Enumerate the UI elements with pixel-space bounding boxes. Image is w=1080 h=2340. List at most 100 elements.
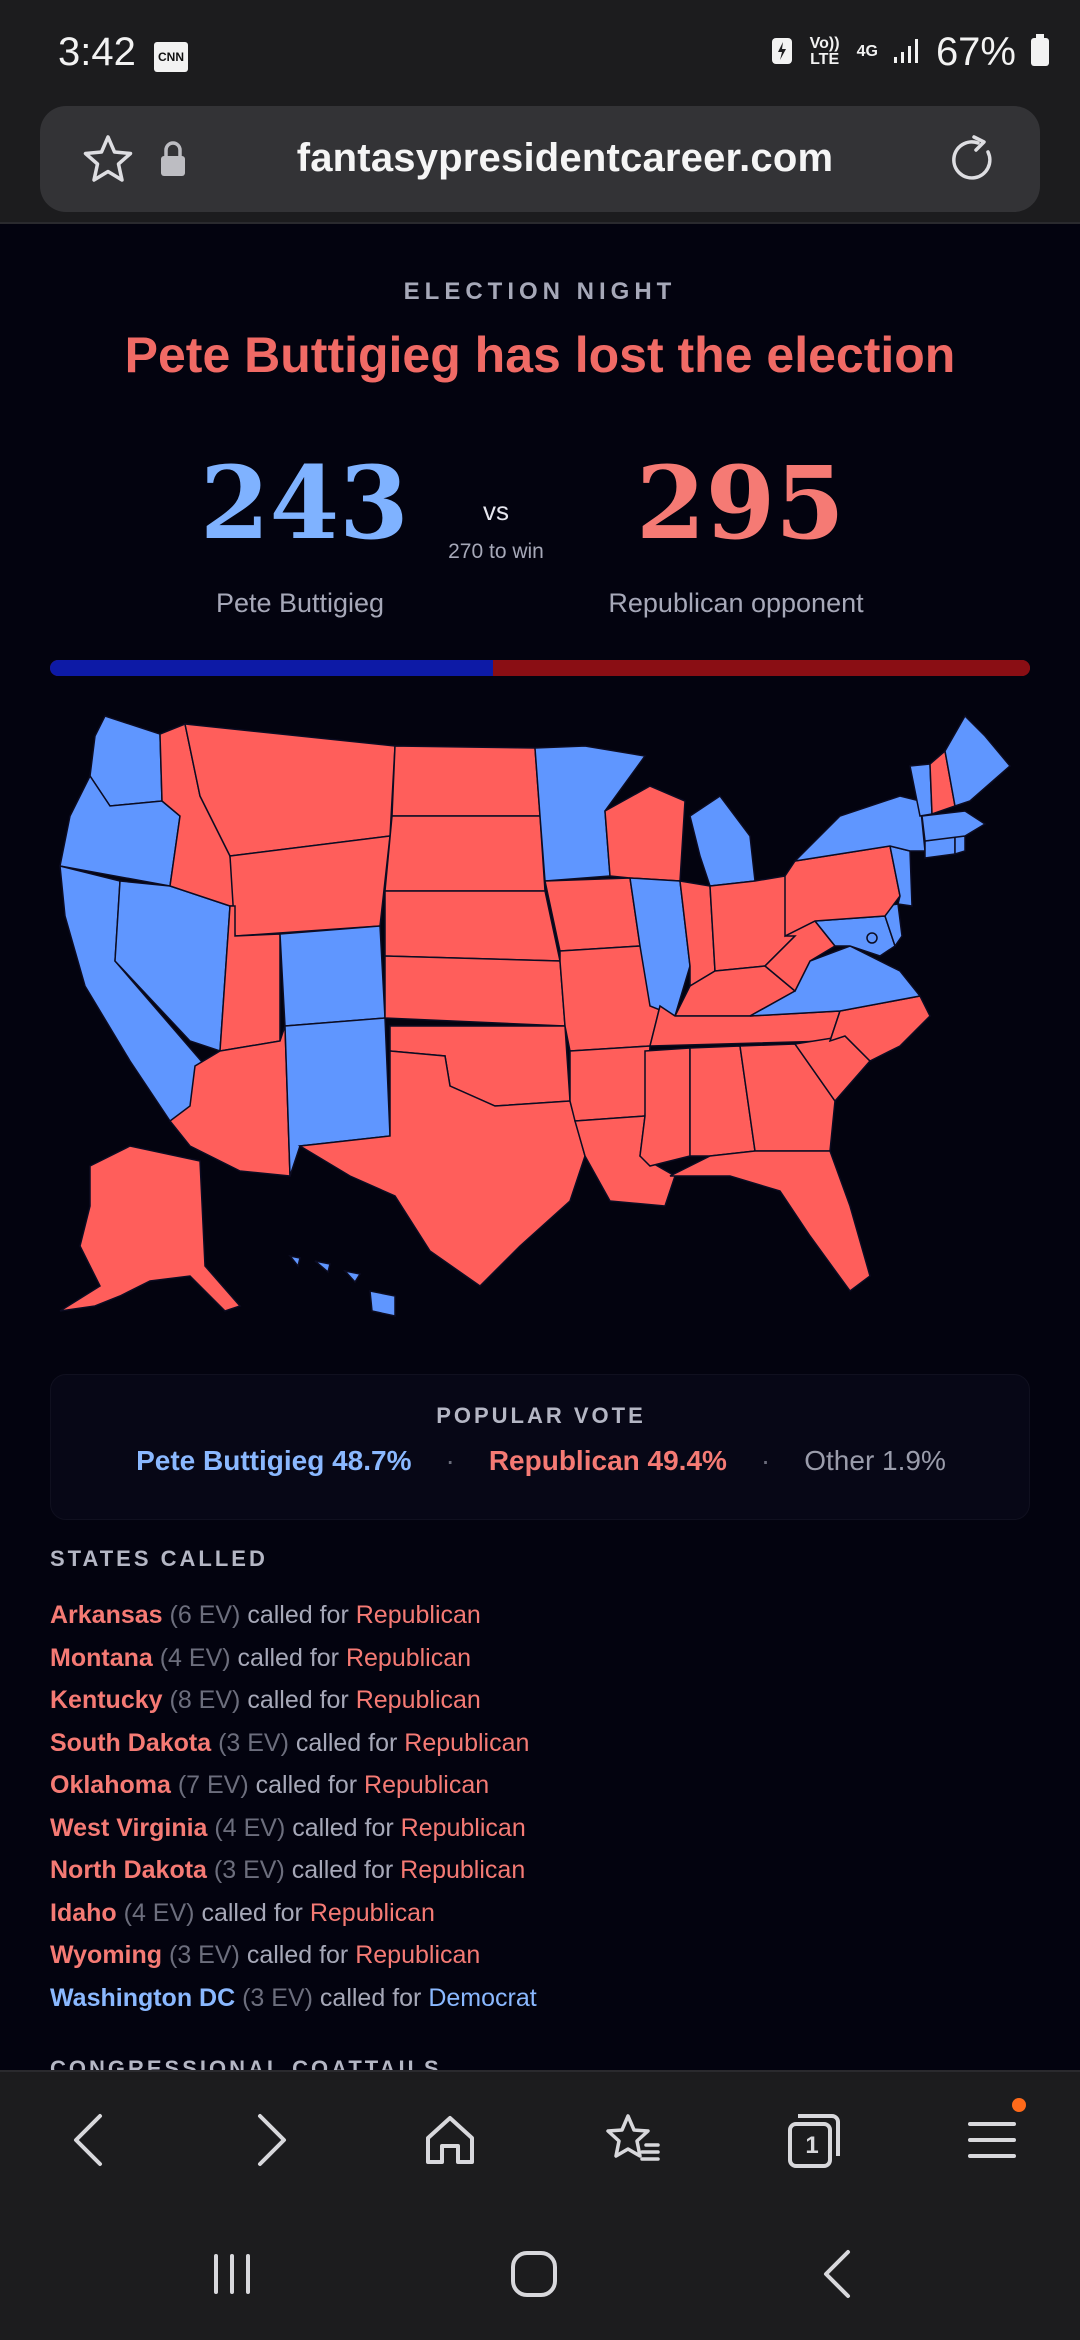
home-nav-button[interactable] [504,2246,564,2306]
state-ev: (8 EV) [169,1686,241,1714]
state-sd [384,815,546,892]
called-for-text: called for [319,1983,422,2012]
volte-label: Vo)) LTE [809,35,840,68]
bookmarks-icon [602,2112,662,2173]
state-ri [954,835,966,856]
winner-party: Republican [400,1856,526,1884]
reload-icon[interactable] [944,132,1000,193]
battery-saver-icon [771,35,793,70]
to-win-label: 270 to win [448,540,544,563]
result-headline: Pete Buttigieg has lost the election [124,327,956,383]
state-name: Wyoming [50,1941,163,1969]
popular-vote-other: Other 1.9% [804,1445,946,1476]
state-ev: (6 EV) [169,1601,241,1629]
state-name: South Dakota [50,1728,212,1757]
state-name: Arkansas [50,1601,163,1629]
winner-party: Republican [355,1686,481,1714]
winner-party: Republican [355,1941,481,1969]
state-ia [544,877,641,952]
called-for-text: called for [237,1643,339,1672]
popular-vote-title: POPULAR VOTE [436,1403,646,1428]
congressional-coattails-title: CONGRESSIONAL COATTAILS [50,2056,442,2070]
signal-icon [892,35,922,70]
state-nd [391,745,541,817]
list-item: West Virginia (4 EV) called for Republic… [50,1807,1030,1850]
list-item: Montana (4 EV) called for Republican [50,1637,1030,1680]
address-bar[interactable]: fantasypresidentcareer.com [40,106,1040,212]
notification-dot [1012,2098,1026,2112]
system-back-button[interactable] [808,2246,868,2306]
menu-button[interactable] [956,2098,1028,2178]
state-ev: (3 EV) [242,1983,313,2012]
home-button[interactable] [414,2106,486,2178]
states-called-title: STATES CALLED [50,1546,268,1571]
state-co [279,925,386,1027]
system-navigation-bar [0,2202,1080,2340]
called-for-text: called for [295,1728,398,1757]
called-for-text: called for [292,1813,394,1842]
winner-party: Republican [364,1771,490,1799]
battery-icon [1030,33,1050,72]
called-for-text: called for [291,1856,394,1884]
state-name: Oklahoma [50,1771,171,1799]
browser-toolbar: fantasypresidentcareer.com [0,100,1080,224]
state-wi [604,785,686,882]
url-text[interactable]: fantasypresidentcareer.com [296,136,834,180]
state-ev: (7 EV) [177,1771,249,1799]
state-name: West Virginia [50,1813,208,1842]
list-item: South Dakota (3 EV) called for Republica… [50,1722,1030,1765]
recents-button[interactable] [202,2246,262,2306]
page-content[interactable]: ELECTION NIGHT Pete Buttigieg has lost t… [0,226,1080,2070]
chevron-left-icon [68,2110,108,2175]
tabs-button[interactable]: 1 [776,2106,848,2178]
tabs-icon [782,2110,842,2175]
winner-party: Republican [404,1728,530,1757]
state-ar [569,1045,651,1122]
state-name: Idaho [50,1898,117,1927]
home-square-icon [508,2248,560,2305]
status-time: 3:42 [58,30,136,74]
chevron-right-icon [252,2110,292,2175]
states-called-list: Arkansas (6 EV) called for Republican Mo… [50,1594,1030,2019]
list-item: North Dakota (3 EV) called for Republica… [50,1849,1030,1892]
state-ev: (4 EV) [123,1898,195,1927]
state-ne [384,890,561,962]
list-item: Wyoming (3 EV) called for Republican [50,1934,1030,1977]
rep-electoral-votes: 295 [636,444,845,562]
menu-icon [966,2118,1018,2167]
list-item: Idaho (4 EV) called for Republican [50,1892,1030,1935]
bookmarks-button[interactable] [596,2106,668,2178]
dem-share-bar [50,660,493,676]
winner-party: Republican [355,1601,481,1629]
list-item: Washington DC (3 EV) called for Democrat [50,1977,1030,2020]
state-fl [669,1150,871,1293]
state-ev: (4 EV) [159,1643,231,1672]
forward-button[interactable] [236,2106,308,2178]
list-item: Kentucky (8 EV) called for Republican [50,1679,1030,1722]
state-ga [739,1043,836,1152]
state-va [749,945,922,1017]
state-ev: (3 EV) [169,1941,240,1969]
status-bar: 3:42 CNN Vo)) LTE 4G 67% [0,0,1080,100]
popular-vote-rep: Republican 49.4% [488,1445,727,1476]
star-icon[interactable] [80,132,136,193]
dem-electoral-votes: 243 [200,444,409,562]
state-me [944,714,1012,807]
winner-party: Republican [309,1898,435,1927]
popular-vote-row: Pete Buttigieg 48.7% · Republican 49.4% … [51,1445,1031,1477]
state-ak [59,1145,242,1312]
back-button[interactable] [52,2106,124,2178]
network-type-label: 4G [856,43,878,60]
state-name: North Dakota [50,1856,207,1884]
home-icon [422,2112,478,2173]
battery-percent: 67% [935,29,1016,74]
state-name: Kentucky [50,1686,163,1714]
rep-candidate-name: Republican opponent [608,588,864,618]
popular-vote-dem: Pete Buttigieg 48.7% [136,1445,412,1476]
state-ms [639,1047,691,1167]
separator-dot: · [445,1445,455,1476]
tab-count: 1 [805,2132,819,2159]
state-ev: (3 EV) [213,1856,285,1884]
electoral-vote-bar [50,660,1030,676]
recents-icon [208,2250,256,2303]
